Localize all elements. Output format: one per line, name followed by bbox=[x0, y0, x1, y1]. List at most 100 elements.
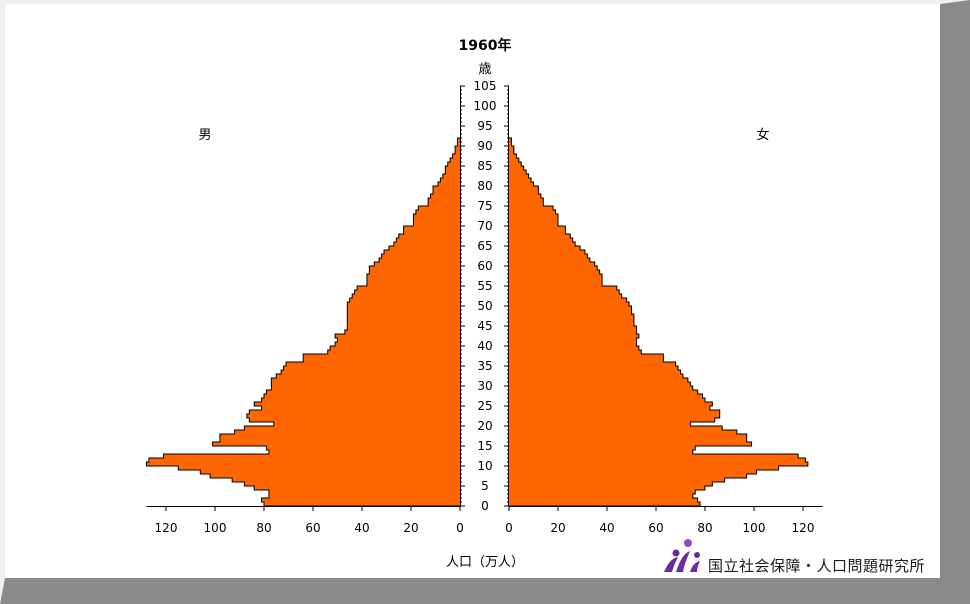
male-bar-age-51 bbox=[349, 298, 460, 303]
female-x-tick-label: 0 bbox=[505, 521, 513, 535]
female-bar-age-13 bbox=[509, 450, 693, 455]
male-bar-age-36 bbox=[303, 358, 460, 363]
male-bar-age-91 bbox=[457, 138, 460, 143]
female-bar-age-72 bbox=[509, 214, 558, 219]
female-bar-age-40 bbox=[509, 342, 637, 347]
male-bar-age-13 bbox=[268, 450, 460, 455]
male-bar-age-88 bbox=[455, 150, 460, 155]
female-bar-age-9 bbox=[509, 466, 779, 471]
male-outline bbox=[145, 137, 460, 507]
female-bar-age-38 bbox=[509, 350, 642, 355]
female-bar-age-24 bbox=[509, 406, 710, 411]
female-bar-age-4 bbox=[509, 486, 705, 491]
female-bar-age-22 bbox=[509, 414, 720, 419]
female-bar-age-41 bbox=[509, 338, 637, 343]
male-bar-age-40 bbox=[335, 342, 460, 347]
female-bar-age-29 bbox=[509, 386, 693, 391]
male-bar-age-73 bbox=[415, 210, 460, 215]
male-bar-age-43 bbox=[344, 330, 460, 335]
female-bar-age-11 bbox=[509, 458, 806, 463]
age-tick-label: 85 bbox=[477, 159, 492, 173]
female-bar-age-49 bbox=[509, 306, 632, 311]
male-bar-age-82 bbox=[442, 174, 460, 179]
female-bar-age-15 bbox=[509, 442, 752, 447]
age-tick-label: 60 bbox=[477, 259, 492, 273]
male-bar-age-75 bbox=[428, 202, 460, 207]
female-bar-age-43 bbox=[509, 330, 637, 335]
female-bar-age-69 bbox=[509, 226, 566, 231]
male-bar-age-19 bbox=[244, 426, 460, 431]
male-x-tick-label: 100 bbox=[204, 521, 227, 535]
age-tick-label: 65 bbox=[477, 239, 492, 253]
male-bar-age-77 bbox=[430, 194, 460, 199]
female-x-tick-label: 60 bbox=[648, 521, 663, 535]
female-bar-age-14 bbox=[509, 446, 696, 451]
female-bar-age-66 bbox=[509, 238, 573, 243]
male-bar-age-81 bbox=[440, 178, 460, 183]
female-bar-age-55 bbox=[509, 282, 603, 287]
male-bar-age-41 bbox=[337, 338, 460, 343]
female-bar-age-46 bbox=[509, 318, 634, 323]
male-bar-age-76 bbox=[428, 198, 460, 203]
male-bar-age-35 bbox=[286, 362, 460, 367]
female-bar-age-3 bbox=[509, 490, 696, 495]
age-tick-label: 25 bbox=[477, 399, 492, 413]
female-bar-age-47 bbox=[509, 314, 634, 319]
female-x-tick-label: 80 bbox=[697, 521, 712, 535]
age-tick-label: 10 bbox=[477, 459, 492, 473]
male-bar-age-1 bbox=[261, 498, 460, 503]
female-bar-age-7 bbox=[509, 474, 747, 479]
female-bar-age-61 bbox=[509, 258, 590, 263]
female-bar-age-5 bbox=[509, 482, 713, 487]
male-bar-age-17 bbox=[219, 434, 460, 439]
female-bar-age-30 bbox=[509, 382, 691, 387]
male-bar-age-61 bbox=[379, 258, 460, 263]
female-x-tick-label: 100 bbox=[743, 521, 766, 535]
female-bar-age-85 bbox=[509, 162, 522, 167]
female-bar-age-2 bbox=[509, 494, 693, 499]
male-bar-age-25 bbox=[254, 402, 460, 407]
female-bar-age-75 bbox=[509, 202, 544, 207]
female-bar-age-80 bbox=[509, 182, 534, 187]
axes: 0 5 10 15 20 25 30 35 40 45 50 55 60 65 70 75 80 85 90 95 10… bbox=[146, 79, 823, 535]
age-tick-label: 15 bbox=[477, 439, 492, 453]
age-unit-label: 歳 bbox=[478, 62, 491, 77]
female-bar-age-74 bbox=[509, 206, 554, 211]
female-bar-age-27 bbox=[509, 394, 703, 399]
male-bar-age-6 bbox=[232, 478, 460, 483]
female-bar-age-45 bbox=[509, 322, 634, 327]
male-bar-age-50 bbox=[347, 302, 460, 307]
male-bar-age-52 bbox=[352, 294, 460, 299]
age-tick-label: 80 bbox=[477, 179, 492, 193]
male-bar-age-53 bbox=[354, 290, 460, 295]
female-bar-age-63 bbox=[509, 250, 585, 255]
male-bar-age-3 bbox=[268, 490, 460, 495]
female-bar-age-87 bbox=[509, 154, 517, 159]
female-bar-age-91 bbox=[509, 138, 512, 143]
age-tick-label: 40 bbox=[477, 339, 492, 353]
female-bar-age-18 bbox=[509, 430, 737, 435]
age-tick-label: 50 bbox=[477, 299, 492, 313]
male-bar-age-2 bbox=[268, 494, 460, 499]
male-bar-age-85 bbox=[447, 162, 460, 167]
female-bar-age-37 bbox=[509, 354, 664, 359]
female-bar-age-17 bbox=[509, 434, 747, 439]
age-tick-label: 0 bbox=[481, 499, 489, 513]
male-bar-age-26 bbox=[261, 398, 460, 403]
chart-title: 1960年 bbox=[459, 37, 512, 54]
female-bar-age-82 bbox=[509, 174, 529, 179]
male-bar-age-27 bbox=[264, 394, 460, 399]
female-bar-age-65 bbox=[509, 242, 576, 247]
age-tick-label: 45 bbox=[477, 319, 492, 333]
male-bar-age-8 bbox=[200, 470, 461, 475]
male-bar-age-83 bbox=[445, 170, 460, 175]
female-bar-age-28 bbox=[509, 390, 698, 395]
female-bar-age-71 bbox=[509, 218, 558, 223]
female-x-tick-label: 40 bbox=[599, 521, 614, 535]
female-bar-age-54 bbox=[509, 286, 617, 291]
male-x-tick-label: 80 bbox=[256, 521, 271, 535]
male-bar-age-72 bbox=[413, 214, 460, 219]
male-bar-age-69 bbox=[403, 226, 460, 231]
male-bar-age-55 bbox=[366, 282, 460, 287]
female-bar-age-50 bbox=[509, 302, 630, 307]
